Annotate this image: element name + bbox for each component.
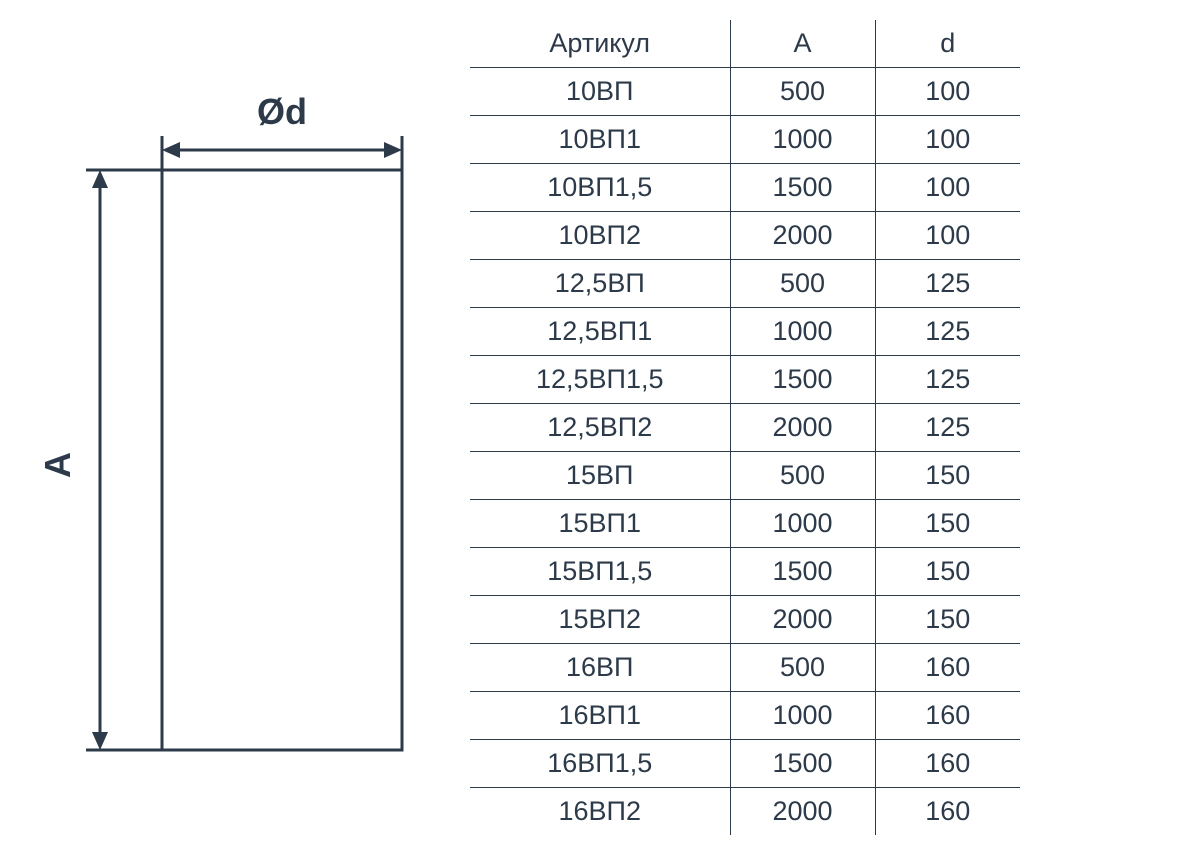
dim-width-arrow-left: [162, 142, 180, 158]
cell-a: 2000: [730, 596, 875, 644]
cell-article: 16ВП: [470, 644, 730, 692]
dimension-diagram: Ød A: [40, 80, 420, 780]
cell-a: 500: [730, 644, 875, 692]
cell-a: 1000: [730, 692, 875, 740]
cell-d: 125: [875, 356, 1020, 404]
dim-height-arrow-top: [92, 170, 108, 188]
cell-a: 500: [730, 452, 875, 500]
cell-d: 150: [875, 500, 1020, 548]
cell-d: 160: [875, 692, 1020, 740]
cell-a: 1000: [730, 308, 875, 356]
cell-d: 160: [875, 788, 1020, 836]
cell-article: 16ВП1: [470, 692, 730, 740]
table-row: 12,5ВП1,5 1500 125: [470, 356, 1020, 404]
cell-article: 15ВП1,5: [470, 548, 730, 596]
table-row: 15ВП 500 150: [470, 452, 1020, 500]
cell-d: 125: [875, 308, 1020, 356]
cell-article: 12,5ВП: [470, 260, 730, 308]
table-header-row: Артикул A d: [470, 20, 1020, 68]
col-header-article: Артикул: [470, 20, 730, 68]
cell-d: 125: [875, 404, 1020, 452]
cell-d: 100: [875, 68, 1020, 116]
diagram-svg: Ød A: [40, 80, 420, 780]
cell-a: 500: [730, 260, 875, 308]
cell-article: 10ВП: [470, 68, 730, 116]
cell-a: 500: [730, 68, 875, 116]
dim-height-label: A: [40, 452, 78, 478]
cell-a: 2000: [730, 212, 875, 260]
cell-a: 2000: [730, 404, 875, 452]
dim-width-arrow-right: [384, 142, 402, 158]
col-header-d: d: [875, 20, 1020, 68]
table-row: 16ВП2 2000 160: [470, 788, 1020, 836]
cell-article: 12,5ВП1: [470, 308, 730, 356]
table-row: 12,5ВП2 2000 125: [470, 404, 1020, 452]
cell-article: 12,5ВП1,5: [470, 356, 730, 404]
table-row: 16ВП1,5 1500 160: [470, 740, 1020, 788]
table-row: 15ВП1,5 1500 150: [470, 548, 1020, 596]
cell-article: 15ВП1: [470, 500, 730, 548]
table-row: 10ВП2 2000 100: [470, 212, 1020, 260]
cell-d: 150: [875, 452, 1020, 500]
cell-article: 15ВП: [470, 452, 730, 500]
cell-article: 12,5ВП2: [470, 404, 730, 452]
cell-article: 16ВП2: [470, 788, 730, 836]
cell-d: 100: [875, 164, 1020, 212]
cell-d: 160: [875, 644, 1020, 692]
dim-height-arrow-bottom: [92, 732, 108, 750]
dim-width-label: Ød: [257, 91, 307, 132]
cell-article: 10ВП1,5: [470, 164, 730, 212]
cell-a: 1500: [730, 740, 875, 788]
cell-article: 10ВП1: [470, 116, 730, 164]
cell-a: 1500: [730, 356, 875, 404]
cell-d: 160: [875, 740, 1020, 788]
table-row: 10ВП1,5 1500 100: [470, 164, 1020, 212]
table-row: 10ВП1 1000 100: [470, 116, 1020, 164]
table-row: 16ВП1 1000 160: [470, 692, 1020, 740]
part-rect: [162, 170, 402, 750]
cell-a: 1000: [730, 116, 875, 164]
cell-a: 1500: [730, 164, 875, 212]
cell-d: 150: [875, 548, 1020, 596]
cell-article: 16ВП1,5: [470, 740, 730, 788]
page-layout: Ød A Артикул A d: [0, 0, 1200, 855]
cell-article: 10ВП2: [470, 212, 730, 260]
cell-a: 2000: [730, 788, 875, 836]
cell-d: 100: [875, 116, 1020, 164]
table-row: 15ВП2 2000 150: [470, 596, 1020, 644]
cell-d: 125: [875, 260, 1020, 308]
table-row: 12,5ВП1 1000 125: [470, 308, 1020, 356]
cell-d: 100: [875, 212, 1020, 260]
spec-table-wrapper: Артикул A d 10ВП 500 100 10ВП1 1000 100 …: [470, 20, 1020, 835]
table-row: 10ВП 500 100: [470, 68, 1020, 116]
col-header-a: A: [730, 20, 875, 68]
spec-table: Артикул A d 10ВП 500 100 10ВП1 1000 100 …: [470, 20, 1020, 835]
table-body: 10ВП 500 100 10ВП1 1000 100 10ВП1,5 1500…: [470, 68, 1020, 836]
cell-article: 15ВП2: [470, 596, 730, 644]
table-row: 16ВП 500 160: [470, 644, 1020, 692]
cell-d: 150: [875, 596, 1020, 644]
cell-a: 1500: [730, 548, 875, 596]
table-row: 15ВП1 1000 150: [470, 500, 1020, 548]
table-row: 12,5ВП 500 125: [470, 260, 1020, 308]
cell-a: 1000: [730, 500, 875, 548]
